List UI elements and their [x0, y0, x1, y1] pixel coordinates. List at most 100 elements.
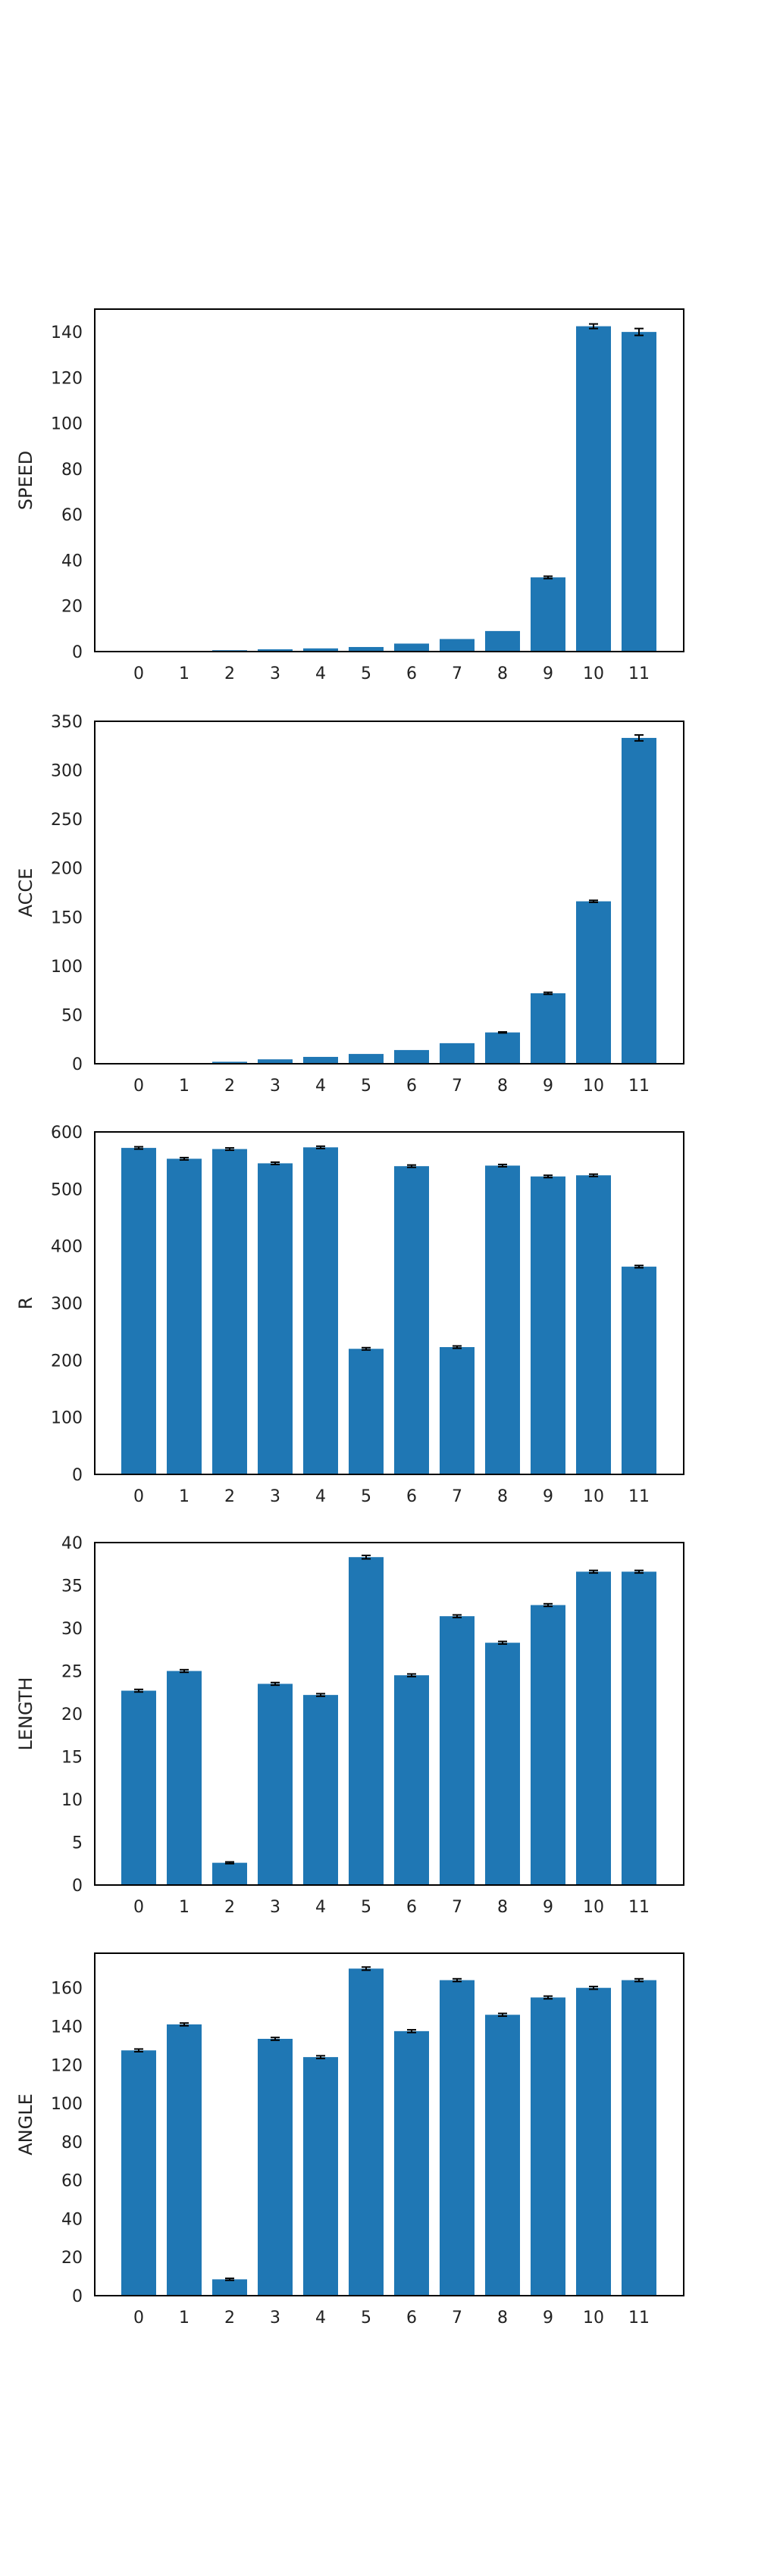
x-tick-label: 5 [361, 664, 371, 683]
bar-length-2 [212, 1862, 247, 1885]
x-tick-label: 0 [133, 2309, 144, 2327]
x-tick-label: 9 [543, 2309, 553, 2327]
x-tick-label: 7 [452, 1077, 462, 1096]
bar-angle-8 [485, 2015, 520, 2296]
x-tick-label: 3 [270, 664, 280, 683]
axes-frame [94, 721, 684, 1064]
bar-acce-5 [349, 1054, 384, 1064]
bar-speed-10 [576, 326, 611, 652]
x-tick-label: 6 [406, 664, 417, 683]
bar-r-11 [622, 1266, 656, 1474]
x-tick-label: 10 [583, 1898, 604, 1917]
bar-speed-3 [258, 649, 293, 652]
y-tick-label: 40 [61, 552, 83, 571]
bar-length-5 [349, 1557, 384, 1885]
bar-angle-1 [167, 2024, 202, 2296]
x-tick-label: 1 [179, 1898, 190, 1917]
bar-r-3 [258, 1163, 293, 1474]
x-tick-label: 1 [179, 1487, 190, 1506]
x-tick-label: 2 [224, 664, 235, 683]
x-tick-label: 4 [315, 664, 326, 683]
x-tick-label: 11 [628, 1077, 650, 1096]
x-tick-label: 2 [224, 1898, 235, 1917]
y-tick-label: 0 [72, 2287, 83, 2306]
y-tick-label: 25 [61, 1663, 83, 1682]
x-tick-label: 5 [361, 1487, 371, 1506]
bar-speed-9 [531, 577, 565, 652]
bar-angle-7 [440, 1980, 475, 2296]
x-tick-label: 4 [315, 1487, 326, 1506]
bar-speed-11 [622, 332, 656, 652]
x-tick-label: 3 [270, 1898, 280, 1917]
y-axis-label: LENGTH [15, 1677, 36, 1751]
bar-speed-4 [303, 648, 338, 652]
bar-r-6 [394, 1166, 429, 1474]
x-tick-label: 11 [628, 2309, 650, 2327]
x-tick-label: 8 [497, 1487, 508, 1506]
bar-speed-7 [440, 639, 475, 652]
bar-length-9 [531, 1605, 565, 1885]
bar-acce-4 [303, 1056, 338, 1064]
y-tick-label: 140 [51, 2018, 83, 2037]
y-tick-label: 120 [51, 369, 83, 388]
y-tick-label: 100 [51, 415, 83, 434]
bar-r-9 [531, 1176, 565, 1474]
x-tick-label: 11 [628, 1487, 650, 1506]
bar-acce-6 [394, 1049, 429, 1064]
x-tick-label: 8 [497, 2309, 508, 2327]
bar-acce-11 [622, 737, 656, 1064]
x-tick-label: 9 [543, 1898, 553, 1917]
y-tick-label: 20 [61, 1705, 83, 1724]
x-tick-label: 2 [224, 1077, 235, 1096]
x-tick-label: 7 [452, 2309, 462, 2327]
x-tick-label: 10 [583, 1077, 604, 1096]
x-tick-label: 3 [270, 2309, 280, 2327]
bar-acce-7 [440, 1043, 475, 1064]
bar-angle-6 [394, 2030, 429, 2296]
bar-length-8 [485, 1643, 520, 1885]
y-tick-label: 120 [51, 2056, 83, 2075]
bar-length-3 [258, 1683, 293, 1885]
x-tick-label: 4 [315, 1898, 326, 1917]
chart-panel-angle: 0 1 2 3 4 5 6 7 8 9 10 11 0 20 40 60 80 100 120 140 160 ANGLE [15, 1952, 684, 2327]
bar-acce-10 [576, 901, 611, 1064]
bar-angle-0 [121, 2050, 156, 2296]
chart-panel-speed: 0 1 2 3 4 5 6 7 8 9 10 11 0 20 40 60 80 100 120 140 SPEED [15, 308, 684, 683]
y-tick-label: 80 [61, 461, 83, 480]
x-tick-label: 10 [583, 1487, 604, 1506]
y-tick-label: 100 [51, 2095, 83, 2114]
y-axis-label: ANGLE [15, 2093, 36, 2156]
bar-length-6 [394, 1675, 429, 1885]
bar-r-8 [485, 1165, 520, 1474]
y-tick-label: 160 [51, 1980, 83, 1999]
x-tick-label: 1 [179, 664, 190, 683]
x-tick-label: 5 [361, 2309, 371, 2327]
bar-angle-4 [303, 2057, 338, 2296]
axes-frame [94, 308, 684, 652]
bar-r-10 [576, 1175, 611, 1474]
bar-r-5 [349, 1349, 384, 1474]
x-tick-label: 11 [628, 1898, 650, 1917]
bar-angle-3 [258, 2039, 293, 2296]
chart-panel-acce: 0 1 2 3 4 5 6 7 8 9 10 11 0 50 100 150 200 250 300 350 ACCE [15, 713, 684, 1096]
x-tick-label: 9 [543, 1487, 553, 1506]
y-tick-label: 100 [51, 1409, 83, 1428]
y-tick-label: 5 [72, 1834, 83, 1853]
bar-angle-5 [349, 1968, 384, 2296]
y-tick-label: 20 [61, 2249, 83, 2268]
bar-length-4 [303, 1695, 338, 1885]
x-tick-label: 0 [133, 664, 144, 683]
bar-length-11 [622, 1571, 656, 1885]
y-tick-label: 300 [51, 1295, 83, 1314]
x-tick-label: 10 [583, 664, 604, 683]
bar-acce-8 [485, 1032, 520, 1064]
x-tick-label: 0 [133, 1487, 144, 1506]
y-tick-label: 50 [61, 1006, 83, 1025]
x-tick-label: 7 [452, 1487, 462, 1506]
bar-r-7 [440, 1347, 475, 1474]
x-tick-label: 4 [315, 1077, 326, 1096]
y-tick-label: 30 [61, 1620, 83, 1639]
y-tick-label: 400 [51, 1238, 83, 1257]
y-tick-label: 60 [61, 506, 83, 525]
